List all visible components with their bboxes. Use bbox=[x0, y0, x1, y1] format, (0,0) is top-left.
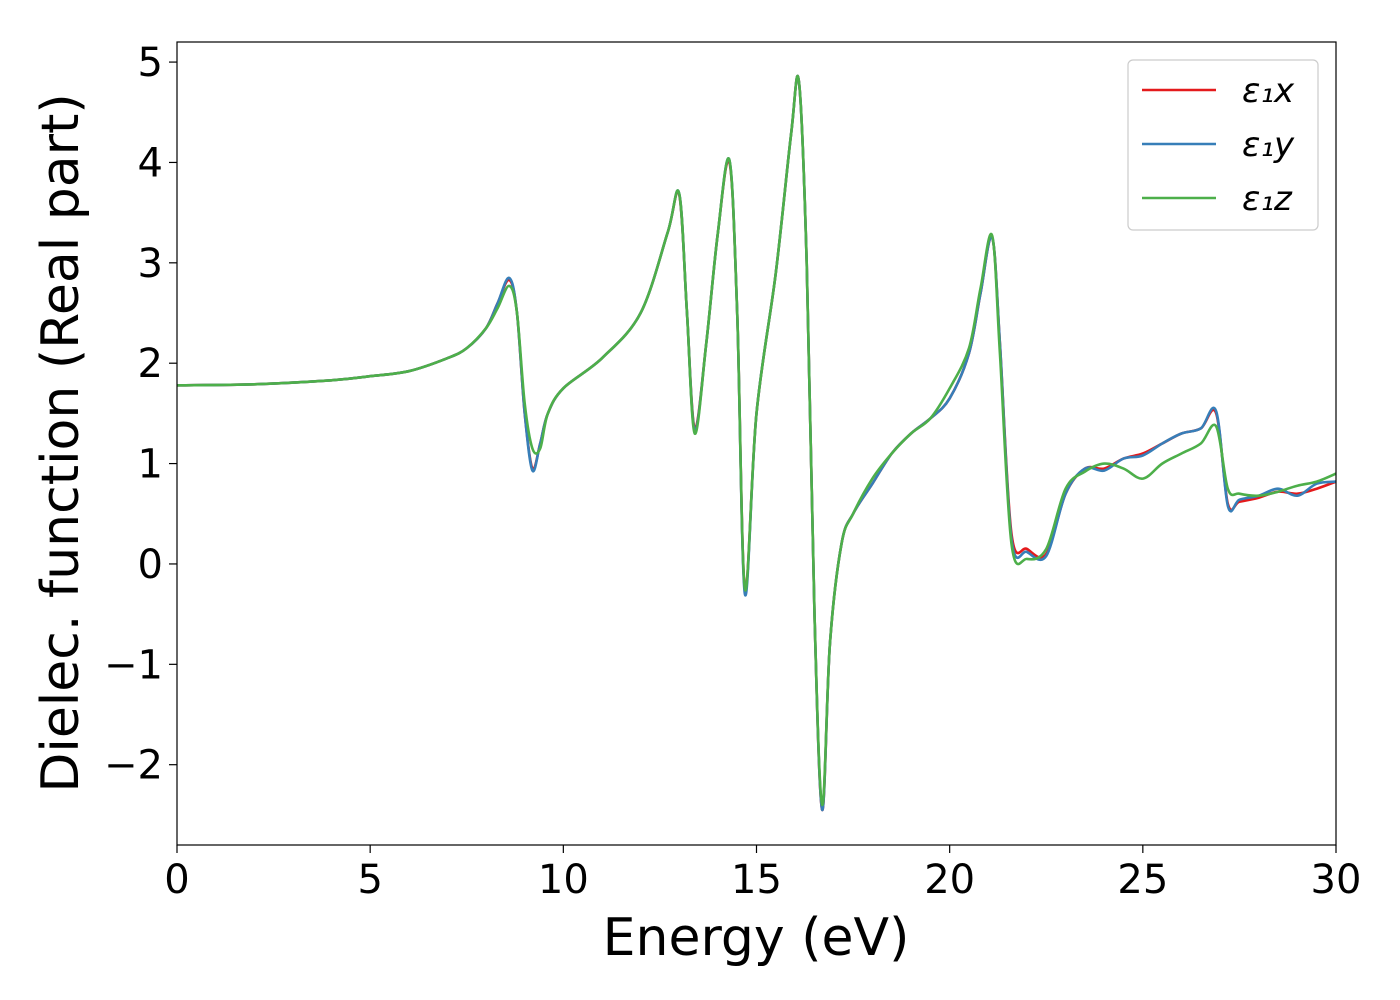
legend-box bbox=[1127, 59, 1319, 231]
y-tick-label: 1 bbox=[138, 442, 163, 488]
series-line-3 bbox=[176, 74, 1337, 807]
x-tick-label: 30 bbox=[1311, 857, 1362, 903]
x-tick-label: 15 bbox=[731, 857, 782, 903]
y-tick-label: 2 bbox=[138, 341, 163, 387]
x-tick-label: 10 bbox=[538, 857, 589, 903]
x-tick-label: 0 bbox=[164, 857, 189, 903]
y-tick-label: 4 bbox=[138, 140, 163, 186]
x-tick-label: 25 bbox=[1117, 857, 1168, 903]
x-tick-label: 20 bbox=[924, 857, 975, 903]
x-axis-label: Energy (eV) bbox=[603, 908, 910, 968]
y-axis: −2 −1 0 1 2 3 4 5 bbox=[104, 40, 177, 789]
x-tick-label: 5 bbox=[357, 857, 382, 903]
y-tick-label: −1 bbox=[104, 642, 163, 688]
legend-label: ε₁x bbox=[1242, 71, 1295, 111]
y-axis-label: Dielec. function (Real part) bbox=[31, 93, 91, 792]
legend-label: ε₁y bbox=[1242, 125, 1295, 165]
y-tick-label: −2 bbox=[104, 743, 163, 789]
series-layer bbox=[176, 74, 1337, 812]
y-tick-label: 3 bbox=[138, 241, 163, 287]
legend-label: ε₁z bbox=[1242, 179, 1293, 219]
x-axis: 0 5 10 15 20 25 30 bbox=[164, 845, 1361, 903]
legend: ε₁x ε₁y ε₁z bbox=[1127, 59, 1319, 231]
y-tick-label: 5 bbox=[138, 40, 163, 86]
y-tick-label: 0 bbox=[138, 542, 163, 588]
